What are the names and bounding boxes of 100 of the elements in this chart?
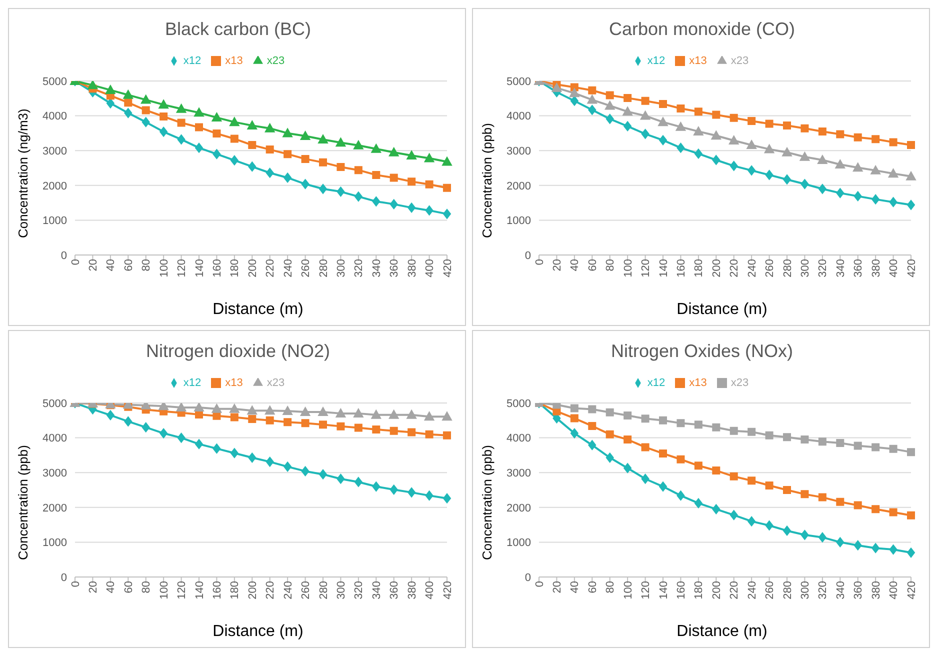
point	[641, 128, 650, 139]
point	[659, 416, 667, 424]
y-tick-label: 4000	[42, 432, 67, 445]
point	[160, 112, 168, 120]
point	[318, 134, 328, 144]
point	[248, 162, 256, 172]
y-tick-label: 5000	[42, 398, 67, 410]
point	[264, 123, 275, 132]
point	[264, 406, 275, 415]
point	[212, 130, 221, 138]
point	[176, 403, 186, 412]
x-tick-label: 320	[353, 259, 366, 278]
point	[353, 140, 364, 150]
x-tick-label: 280	[782, 259, 794, 278]
point	[694, 498, 702, 508]
y-tick-label: 1000	[42, 537, 67, 550]
chart-title: Nitrogen dioxide (NO2)	[144, 341, 332, 362]
point	[443, 431, 451, 440]
point	[783, 122, 791, 130]
y-tick-label: 5000	[506, 76, 531, 88]
x-tick-label: 360	[388, 581, 401, 600]
point	[641, 414, 650, 423]
point	[872, 543, 880, 554]
legend-label: x13	[689, 377, 707, 389]
x-tick-label: 80	[604, 581, 617, 594]
point	[353, 408, 364, 418]
point	[588, 422, 596, 430]
point	[712, 504, 720, 514]
x-tick-label: 20	[552, 259, 564, 272]
point	[587, 94, 598, 104]
point	[336, 186, 345, 197]
x-tick-label: 0	[70, 259, 82, 266]
x-tick-label: 220	[728, 259, 741, 278]
point	[854, 501, 862, 510]
x-tick-label: 380	[406, 259, 418, 278]
x-tick-label: 0	[534, 581, 546, 588]
x-tick-label: 160	[212, 259, 224, 278]
x-tick-label: 40	[569, 259, 582, 272]
point	[354, 424, 362, 432]
x-axis-title: Distance (m)	[212, 301, 304, 319]
point	[406, 410, 417, 419]
point	[730, 510, 738, 520]
point	[160, 126, 168, 137]
y-tick-label: 3000	[42, 468, 67, 480]
point	[552, 403, 561, 409]
point	[354, 166, 362, 174]
point	[836, 537, 844, 548]
point	[123, 90, 134, 99]
x-tick-label: 120	[176, 581, 188, 600]
point	[606, 91, 614, 100]
point	[372, 196, 380, 206]
point	[641, 474, 650, 484]
point	[442, 412, 452, 421]
x-tick-label: 140	[194, 259, 206, 278]
point	[442, 156, 452, 166]
point	[852, 162, 863, 172]
point	[907, 141, 915, 150]
point	[371, 410, 382, 419]
point	[354, 476, 362, 487]
point	[230, 134, 238, 143]
x-tick-label: 420	[906, 259, 918, 278]
x-tick-label: 100	[622, 259, 634, 278]
x-tick-label: 260	[764, 581, 776, 600]
x-tick-label: 80	[140, 581, 153, 594]
point	[746, 140, 757, 150]
point	[783, 433, 791, 442]
point	[800, 490, 809, 498]
point	[408, 487, 416, 498]
point	[408, 202, 416, 213]
x-tick-label: 200	[710, 581, 723, 600]
point	[854, 540, 862, 550]
y-tick-label: 1000	[506, 215, 531, 228]
x-tick-label: 100	[158, 259, 170, 278]
point	[266, 456, 274, 467]
x-tick-label: 60	[586, 259, 599, 272]
x-tick-label: 380	[870, 581, 882, 600]
point	[765, 431, 774, 440]
chart-title: Black carbon (BC)	[164, 19, 312, 40]
point	[425, 205, 434, 216]
point	[106, 410, 114, 420]
point	[606, 114, 614, 124]
y-tick-label: 5000	[42, 76, 67, 88]
point	[195, 123, 203, 132]
x-tick-label: 60	[122, 259, 135, 272]
legend-label: x13	[225, 55, 243, 67]
y-axis-title: Concentration (ppb)	[480, 445, 495, 560]
x-tick-label: 40	[569, 581, 582, 594]
point	[712, 423, 720, 432]
point	[212, 149, 221, 160]
point	[177, 432, 186, 443]
x-tick-label: 240	[282, 259, 294, 278]
x-tick-label: 300	[800, 581, 812, 600]
x-tick-label: 280	[318, 581, 330, 600]
point	[694, 420, 702, 429]
point	[160, 428, 168, 438]
x-tick-label: 360	[388, 259, 401, 278]
point	[142, 422, 150, 432]
point	[730, 160, 738, 171]
x-tick-label: 320	[817, 259, 830, 278]
x-tick-label: 180	[693, 259, 706, 278]
